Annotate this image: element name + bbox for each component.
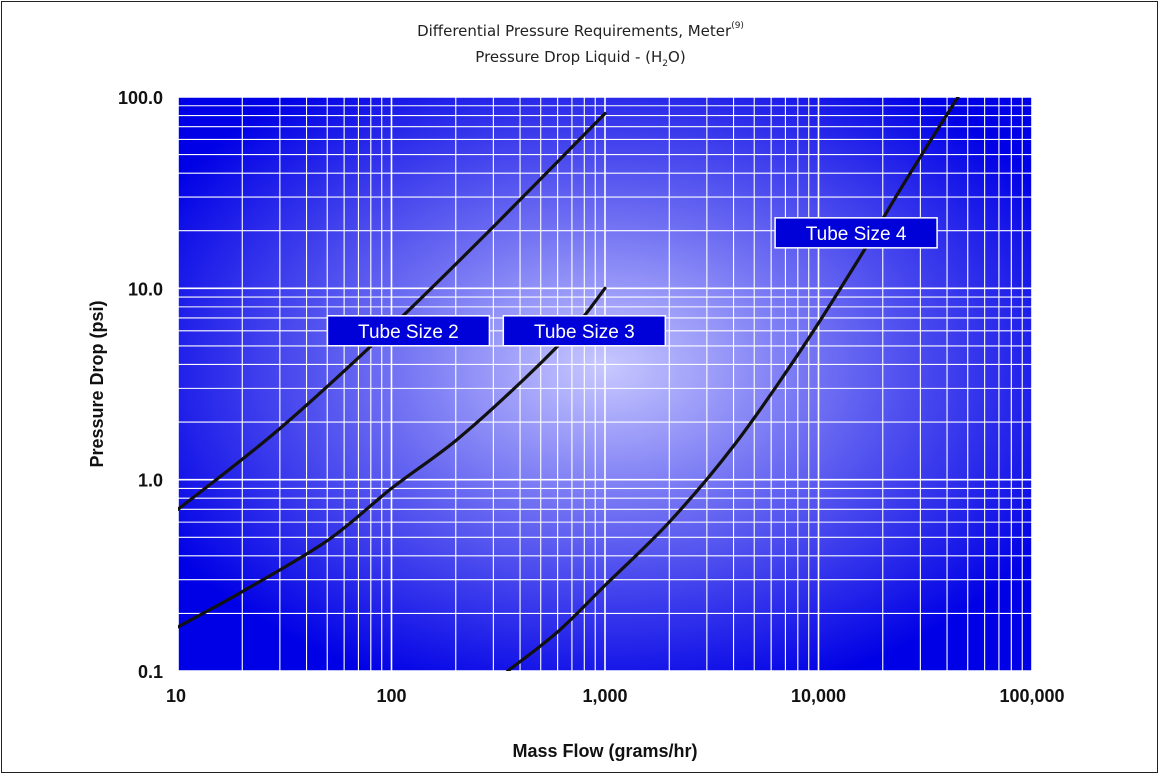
y-tick-label: 10.0 <box>128 279 163 299</box>
chart-title-text: Differential Pressure Requirements, Mete… <box>417 22 732 40</box>
chart-subtitle: Pressure Drop Liquid - (H2O) <box>0 48 1161 69</box>
chart-subtitle-subscript: 2 <box>662 59 669 69</box>
series-label: Tube Size 2 <box>326 315 491 347</box>
x-tick-label: 10,000 <box>791 686 846 706</box>
y-tick-labels: 0.1 1.0 10.0 100.0 <box>118 88 163 682</box>
x-tick-label: 100 <box>376 686 406 706</box>
series-label-text: Tube Size 4 <box>806 224 907 245</box>
y-axis-label: Pressure Drop (psi) <box>87 300 107 467</box>
series-label-box <box>502 315 667 347</box>
series-label: Tube Size 4 <box>774 217 938 249</box>
series-line-4 <box>506 97 960 671</box>
series-labels: Tube Size 2 Tube Size 3 Tube Size 4 <box>326 217 938 347</box>
y-tick-label: 100.0 <box>118 88 163 108</box>
y-tick-label: 0.1 <box>138 662 163 682</box>
x-tick-labels: 10 100 1,000 10,000 100,000 <box>166 686 1065 706</box>
grid <box>177 96 1033 672</box>
series-label-text: Tube Size 3 <box>534 322 635 343</box>
series-label: Tube Size 3 <box>502 315 667 347</box>
chart-subtitle-prefix: Pressure Drop Liquid - (H <box>475 48 663 66</box>
chart-title-footnote: (9) <box>731 21 744 31</box>
series-label-box <box>774 217 938 249</box>
x-axis-label: Mass Flow (grams/hr) <box>512 741 697 761</box>
series-label-box <box>326 315 491 347</box>
chart-subtitle-suffix: O) <box>668 48 686 66</box>
series-label-text: Tube Size 2 <box>358 322 459 343</box>
y-tick-label: 1.0 <box>138 471 163 491</box>
x-tick-label: 100,000 <box>999 686 1064 706</box>
x-tick-label: 10 <box>166 686 186 706</box>
x-tick-label: 1,000 <box>582 686 627 706</box>
chart-title: Differential Pressure Requirements, Mete… <box>0 21 1161 40</box>
